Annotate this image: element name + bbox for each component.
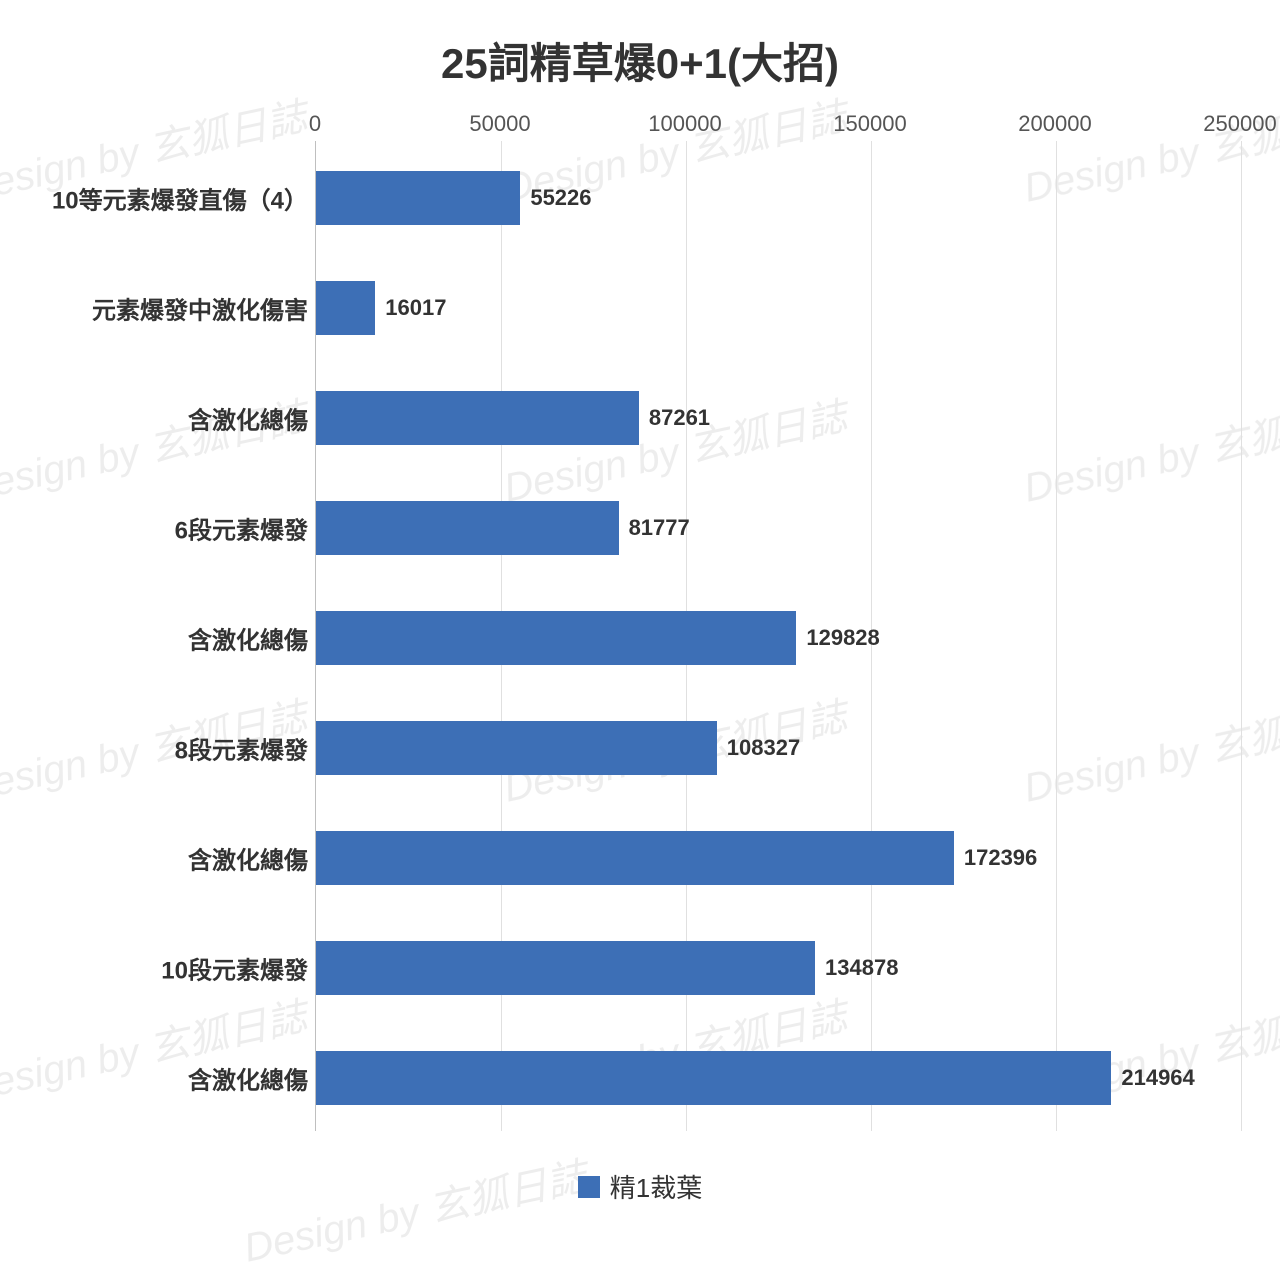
legend-label: 精1裁葉: [610, 1168, 702, 1205]
bar-row: 108327: [316, 721, 1240, 775]
y-axis-category-label: 含激化總傷: [8, 1061, 308, 1096]
y-axis-category-label: 含激化總傷: [8, 841, 308, 876]
bar: [316, 281, 375, 335]
x-axis-labels: 050000100000150000200000250000: [315, 111, 1240, 141]
bar-row: 81777: [316, 501, 1240, 555]
legend: 精1裁葉: [0, 1168, 1280, 1205]
bar: [316, 391, 639, 445]
x-axis-tick-label: 50000: [469, 111, 530, 137]
bar-row: 87261: [316, 391, 1240, 445]
x-axis-tick-label: 250000: [1203, 111, 1276, 137]
x-axis-tick-label: 200000: [1018, 111, 1091, 137]
y-axis-category-label: 6段元素爆發: [8, 511, 308, 546]
bar: [316, 941, 815, 995]
bar-value-label: 129828: [806, 625, 879, 651]
bar-value-label: 134878: [825, 955, 898, 981]
legend-swatch: [578, 1176, 600, 1198]
x-axis-tick-label: 150000: [833, 111, 906, 137]
y-axis-category-label: 10等元素爆發直傷（4）: [8, 181, 308, 216]
y-axis-category-label: 8段元素爆發: [8, 731, 308, 766]
bar-row: 172396: [316, 831, 1240, 885]
bar: [316, 171, 520, 225]
bar: [316, 721, 717, 775]
plot-area: 55226 16017 87261 81777 129828 108327 172396 13…: [315, 141, 1240, 1131]
bar-value-label: 108327: [727, 735, 800, 761]
bar-row: 55226: [316, 171, 1240, 225]
bar: [316, 501, 619, 555]
bar-row: 214964: [316, 1051, 1240, 1105]
bar-value-label: 55226: [530, 185, 591, 211]
bar-value-label: 214964: [1121, 1065, 1194, 1091]
y-axis-category-label: 10段元素爆發: [8, 951, 308, 986]
x-axis-tick-label: 0: [309, 111, 321, 137]
bar-row: 134878: [316, 941, 1240, 995]
chart-title: 25詞精草爆0+1(大招): [0, 30, 1280, 91]
y-axis-category-label: 元素爆發中激化傷害: [8, 291, 308, 326]
bar-value-label: 16017: [385, 295, 446, 321]
bar-row: 129828: [316, 611, 1240, 665]
bar-value-label: 172396: [964, 845, 1037, 871]
x-axis-tick-label: 100000: [648, 111, 721, 137]
bar: [316, 1051, 1111, 1105]
bar-row: 16017: [316, 281, 1240, 335]
y-axis-category-label: 含激化總傷: [8, 621, 308, 656]
bar-value-label: 81777: [629, 515, 690, 541]
bar: [316, 611, 796, 665]
chart-container: 25詞精草爆0+1(大招) 0 50000 100000 150000 200000 25…: [0, 0, 1280, 1235]
y-axis-category-label: 含激化總傷: [8, 401, 308, 436]
bar: [316, 831, 954, 885]
bar-value-label: 87261: [649, 405, 710, 431]
gridline: [1241, 141, 1242, 1131]
